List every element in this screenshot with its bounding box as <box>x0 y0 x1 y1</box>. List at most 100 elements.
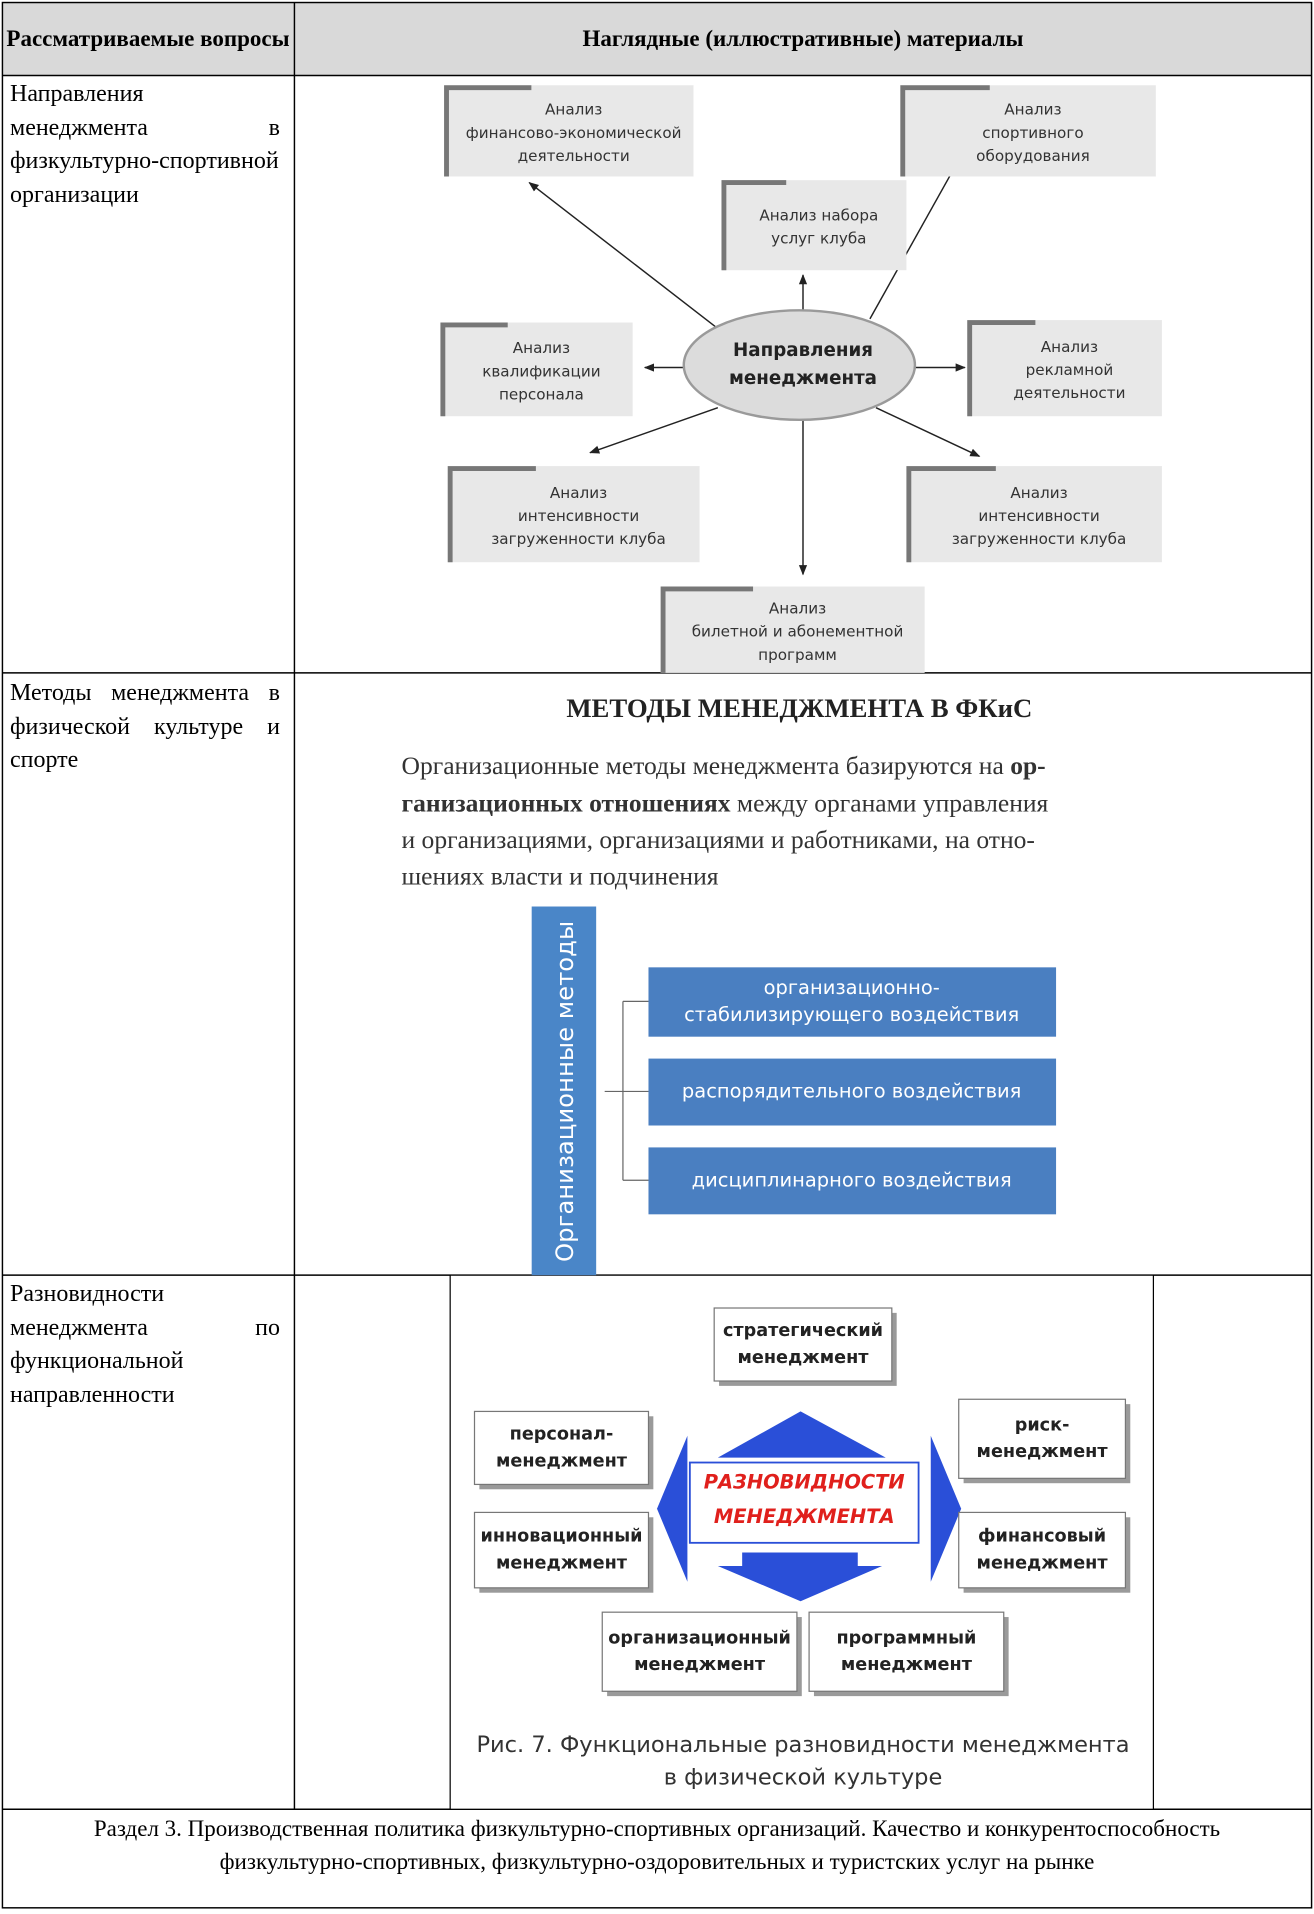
node-label: Анализ <box>545 101 602 119</box>
arrow <box>528 181 719 330</box>
node-box <box>447 466 700 563</box>
slide-title: МЕТОДЫ МЕНЕДЖМЕНТА В ФКиС <box>566 693 1032 723</box>
node-box <box>900 85 1156 177</box>
node-label: персонала <box>499 385 584 403</box>
node-edge <box>906 466 996 563</box>
node-box <box>958 1398 1127 1479</box>
node-label: Анализ <box>769 600 826 618</box>
header-materials: Наглядные (иллюстративные) материалы <box>582 26 1024 51</box>
node-label: менеджмент <box>737 1348 869 1368</box>
paragraph-text: и организациями, организациями и работни… <box>402 825 1035 854</box>
node-label: деятельности <box>518 147 630 165</box>
question: Направления менеджмента в физкультурно-с… <box>10 81 280 209</box>
method-label: дисциплинарного воздействия <box>692 1168 1012 1191</box>
node-label: интенсивности <box>978 507 1099 525</box>
node-label: организационный <box>608 1628 791 1648</box>
node-edge <box>721 180 787 271</box>
node-label: услуг клуба <box>771 230 866 248</box>
paragraph-line: ганизационных отношениях между органами … <box>402 788 1049 817</box>
node-box <box>967 320 1162 417</box>
node-label: менеджмент <box>841 1655 973 1675</box>
node-label: персонал- <box>510 1425 614 1445</box>
node-label: риск- <box>1015 1415 1070 1435</box>
node-label: оборудования <box>976 147 1090 165</box>
node-label: стратегический <box>723 1321 883 1341</box>
node-edge <box>444 85 532 177</box>
node-label: менеджмент <box>496 1451 628 1471</box>
method-box <box>648 967 1057 1037</box>
node-label: финансовый <box>978 1527 1106 1547</box>
paragraph-line: и организациями, организациями и работни… <box>402 825 1035 854</box>
node-box <box>444 85 694 177</box>
node-box <box>660 586 925 673</box>
node-box <box>440 322 633 417</box>
node-edge <box>660 586 754 673</box>
arrow <box>875 407 981 458</box>
node-label: менеджмент <box>977 1554 1109 1574</box>
paragraph-text: между органами управления <box>731 788 1049 817</box>
paragraph-line: шениях власти и подчинения <box>402 861 719 890</box>
method-box <box>648 1147 1057 1215</box>
node-label: Анализ <box>513 339 570 357</box>
node-label: Анализ <box>1010 484 1067 502</box>
node-label: деятельности <box>1013 384 1125 402</box>
center-box <box>688 1461 920 1544</box>
paragraph-text: ганизационных отношениях <box>402 788 731 817</box>
method-box <box>648 1058 1057 1126</box>
paragraph-text: Организационные методы менеджмента базир… <box>402 751 1011 780</box>
center-label: менеджмента <box>729 368 877 389</box>
blue-arrow <box>717 1552 883 1602</box>
node-label: интенсивности <box>518 507 639 525</box>
node-label: программ <box>758 646 837 664</box>
paragraph-text: ор- <box>1010 751 1046 780</box>
node-label: Анализ <box>550 484 607 502</box>
caption: в физической культуре <box>664 1765 943 1791</box>
blue-arrow <box>657 1435 688 1582</box>
node-edge <box>967 320 1036 417</box>
footer: Раздел 3. Производственная политика физк… <box>93 1816 1221 1874</box>
center-node <box>682 309 917 422</box>
header-questions: Рассматриваемые вопросы <box>6 26 290 51</box>
node-label: Анализ <box>1004 101 1061 119</box>
node-label: загруженности клуба <box>491 530 666 548</box>
method-label: стабилизирующего воздействия <box>684 1003 1019 1026</box>
method-label: распорядительного воздействия <box>682 1080 1021 1103</box>
center-label: РАЗНОВИДНОСТИ <box>704 1471 905 1494</box>
node-label: менеджмент <box>496 1554 628 1574</box>
arrow <box>589 406 719 454</box>
node-label: билетной и абонементной <box>692 623 904 641</box>
node-label: загруженности клуба <box>952 530 1127 548</box>
node-edge <box>447 466 536 563</box>
node-label: Анализ <box>1041 338 1098 356</box>
node-label: инновационный <box>480 1527 642 1547</box>
node-edge <box>440 322 508 417</box>
node-edge <box>900 85 990 177</box>
blue-arrow <box>717 1411 886 1458</box>
node-box <box>808 1611 1005 1692</box>
node-label: Анализ набора <box>759 207 878 225</box>
node-label: рекламной <box>1026 361 1114 379</box>
axis-label: Организационные методы <box>550 921 579 1262</box>
node-box <box>713 1307 893 1382</box>
node-label: квалификации <box>482 362 600 380</box>
question: Разновидности менеджмента по функциональ… <box>10 1281 280 1409</box>
node-box <box>473 1410 650 1486</box>
method-label: организационно- <box>764 976 940 999</box>
paragraph-line: Организационные методы менеджмента базир… <box>402 751 1046 780</box>
node-box <box>473 1511 650 1589</box>
node-label: менеджмент <box>977 1442 1109 1462</box>
header-bg <box>2 2 1312 76</box>
blue-arrow <box>930 1435 962 1582</box>
node-box <box>906 466 1162 563</box>
node-label: спортивного <box>982 124 1083 142</box>
caption: Рис. 7. Функциональные разновидности мен… <box>476 1732 1129 1758</box>
node-label: финансово-экономической <box>466 124 682 142</box>
question: Методы менеджмента в физической культуре… <box>10 680 280 774</box>
center-label: МЕНЕДЖМЕНТА <box>714 1505 895 1528</box>
node-box <box>721 180 907 271</box>
node-label: программный <box>836 1628 976 1648</box>
node-box <box>958 1511 1127 1589</box>
